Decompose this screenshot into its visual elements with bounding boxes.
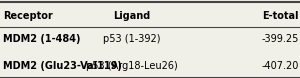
Text: MDM2 (1-484): MDM2 (1-484)	[3, 34, 80, 44]
Text: p53 (Arg18-Leu26): p53 (Arg18-Leu26)	[86, 61, 178, 71]
Text: Receptor: Receptor	[3, 11, 53, 21]
Text: E-total: E-total	[262, 11, 298, 21]
Text: -407.20: -407.20	[261, 61, 298, 71]
Text: Ligand: Ligand	[113, 11, 151, 21]
Text: MDM2 (Glu23-Val119): MDM2 (Glu23-Val119)	[3, 61, 122, 71]
Text: p53 (1-392): p53 (1-392)	[103, 34, 161, 44]
Text: -399.25: -399.25	[261, 34, 298, 44]
